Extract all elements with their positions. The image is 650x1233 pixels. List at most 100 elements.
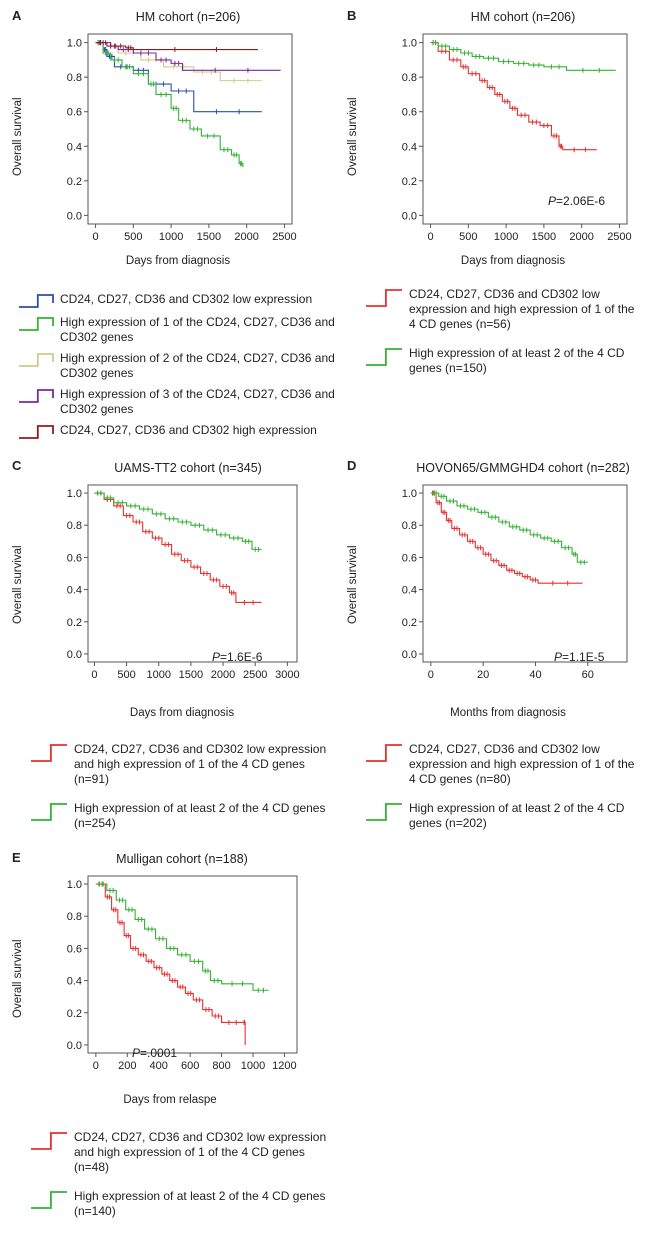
y-tick-label: 0.6 bbox=[402, 552, 417, 564]
x-tick-label: 2000 bbox=[569, 231, 593, 243]
chart-title-a: HM cohort (n=206) bbox=[135, 10, 241, 24]
panel-label-d: D bbox=[347, 458, 357, 473]
legend-label: High expression of 1 of the CD24, CD27, … bbox=[60, 315, 335, 344]
legend-item: High expression of at least 2 of the 4 C… bbox=[365, 801, 640, 831]
p-value-text: 2.06E-6 bbox=[563, 194, 606, 208]
legend-label: High expression of at least 2 of the 4 C… bbox=[74, 801, 326, 830]
x-tick-label: 500 bbox=[124, 231, 142, 243]
p-value-d: P=1.1E-5 bbox=[554, 650, 604, 664]
legend-step-icon bbox=[31, 1191, 67, 1209]
x-tick-label: 0 bbox=[92, 231, 98, 243]
legend-label: High expression of at least 2 of the 4 C… bbox=[409, 346, 625, 375]
y-tick-label: 0.6 bbox=[67, 107, 82, 119]
y-tick-label: 0.4 bbox=[67, 585, 82, 597]
legend-label: High expression of 3 of the CD24, CD27, … bbox=[60, 387, 335, 416]
survival-curve bbox=[95, 883, 246, 1045]
legend-item: CD24, CD27, CD36 and CD302 low expressio… bbox=[30, 1130, 330, 1175]
y-tick-label: 0.2 bbox=[67, 1008, 82, 1020]
survival-curve bbox=[430, 42, 597, 151]
legend-label: High expression of at least 2 of the 4 C… bbox=[74, 1189, 326, 1218]
x-axis-label-c: Days from diagnosis bbox=[129, 707, 235, 719]
chart-title-d: HOVON65/GMMGHD4 cohort (n=282) bbox=[416, 461, 630, 475]
legend-item: CD24, CD27, CD36 and CD302 low expressio… bbox=[365, 287, 635, 332]
y-tick-label: 0.8 bbox=[402, 520, 417, 532]
y-tick-label: 0.2 bbox=[402, 617, 417, 629]
y-tick-label: 0.8 bbox=[67, 72, 82, 84]
x-tick-label: 2500 bbox=[243, 669, 267, 681]
p-value-prefix: P bbox=[132, 1046, 141, 1060]
legend-step-icon bbox=[19, 389, 54, 403]
legend-step-line bbox=[19, 294, 54, 308]
legend-step-icon bbox=[366, 744, 402, 762]
x-tick-label: 1000 bbox=[241, 1060, 265, 1072]
y-tick-label: 1.0 bbox=[402, 38, 417, 50]
legend-step-line bbox=[366, 803, 402, 821]
x-tick-label: 40 bbox=[529, 669, 541, 681]
p-value-prefix: P bbox=[548, 194, 557, 208]
x-tick-label: 1000 bbox=[146, 669, 170, 681]
plot-frame bbox=[87, 875, 298, 1054]
survival-curve bbox=[430, 42, 616, 71]
y-tick-label: 1.0 bbox=[67, 488, 82, 500]
legend-step-line bbox=[31, 803, 67, 821]
km-plot-c: 0.0 0.2 0.4 0.6 0.8 1.0 0 500 1000 1500 2000 2500 30… bbox=[67, 484, 300, 681]
legend-step-icon bbox=[19, 294, 54, 308]
legend-step-icon bbox=[31, 803, 67, 821]
legend-label: CD24, CD27, CD36 and CD302 low expressio… bbox=[60, 292, 313, 306]
legend-item: CD24, CD27, CD36 and CD302 low expressio… bbox=[18, 292, 348, 309]
y-axis-label-d: Overall survival bbox=[347, 545, 359, 624]
legend-item: CD24, CD27, CD36 and CD302 low expressio… bbox=[30, 742, 330, 787]
panel-label-a: A bbox=[12, 8, 22, 23]
legend-step-line bbox=[366, 348, 402, 366]
x-tick-label: 60 bbox=[582, 669, 594, 681]
legend-label: CD24, CD27, CD36 and CD302 low expressio… bbox=[74, 1130, 327, 1174]
legend-step-line bbox=[366, 744, 402, 762]
y-tick-label: 1.0 bbox=[67, 38, 82, 50]
p-value-sep: = bbox=[140, 1046, 148, 1060]
y-tick-label: 0.4 bbox=[402, 585, 417, 597]
y-axis-label-b: Overall survival bbox=[347, 97, 359, 176]
km-plot-a: 0.0 0.2 0.4 0.6 0.8 1.0 0 500 1000 1500 2000 2500 bbox=[67, 33, 297, 243]
legend-label: CD24, CD27, CD36 and CD302 high expressi… bbox=[60, 423, 317, 437]
plot-frame bbox=[87, 33, 293, 225]
p-value-prefix: P bbox=[554, 650, 563, 664]
survival-curve bbox=[95, 42, 281, 71]
km-plot-b: 0.0 0.2 0.4 0.6 0.8 1.0 0 500 1000 1500 2000 2500 bbox=[402, 33, 632, 243]
legend-c: CD24, CD27, CD36 and CD302 low expressio… bbox=[30, 742, 330, 845]
y-tick-label: 0.4 bbox=[67, 141, 82, 153]
legend-item: High expression of 3 of the CD24, CD27, … bbox=[18, 387, 348, 417]
plot-frame bbox=[422, 484, 628, 663]
p-value-text: 1.1E-5 bbox=[569, 650, 605, 664]
survival-curve bbox=[430, 492, 588, 563]
y-tick-label: 1.0 bbox=[67, 879, 82, 891]
legend-step-line bbox=[19, 353, 54, 367]
y-tick-label: 0.4 bbox=[402, 141, 417, 153]
y-axis-label-c: Overall survival bbox=[12, 545, 24, 624]
panel-label-b: B bbox=[347, 8, 357, 23]
chart-title-c: UAMS-TT2 cohort (n=345) bbox=[114, 461, 262, 475]
legend-step-icon bbox=[19, 425, 54, 439]
legend-step-line bbox=[19, 317, 54, 331]
km-plot-d: 0.0 0.2 0.4 0.6 0.8 1.0 0 20 40 60 bbox=[402, 484, 628, 681]
x-tick-label: 500 bbox=[459, 231, 477, 243]
legend-step-line bbox=[31, 1132, 67, 1150]
legend-item: High expression of 1 of the CD24, CD27, … bbox=[18, 315, 348, 345]
p-value-b: P=2.06E-6 bbox=[548, 194, 605, 208]
x-axis-label-e: Days from relaspe bbox=[123, 1094, 217, 1106]
x-tick-label: 1500 bbox=[532, 231, 556, 243]
survival-curve bbox=[95, 42, 258, 51]
legend-item: High expression of at least 2 of the 4 C… bbox=[365, 346, 635, 376]
panel-label-c: C bbox=[12, 458, 22, 473]
p-value-sep: = bbox=[220, 650, 228, 664]
y-tick-label: 0.6 bbox=[402, 107, 417, 119]
p-value-text: 1.6E-6 bbox=[227, 650, 263, 664]
p-value-sep: = bbox=[556, 194, 564, 208]
legend-label: High expression of at least 2 of the 4 C… bbox=[409, 801, 625, 830]
chart-title-b: HM cohort (n=206) bbox=[470, 10, 576, 24]
p-value-e: P=.0001 bbox=[132, 1046, 177, 1060]
y-tick-label: 0.2 bbox=[402, 176, 417, 188]
y-tick-label: 0.2 bbox=[67, 176, 82, 188]
x-tick-label: 400 bbox=[150, 1060, 168, 1072]
legend-item: CD24, CD27, CD36 and CD302 high expressi… bbox=[18, 423, 348, 440]
x-axis-label-d: Months from diagnosis bbox=[450, 707, 566, 719]
